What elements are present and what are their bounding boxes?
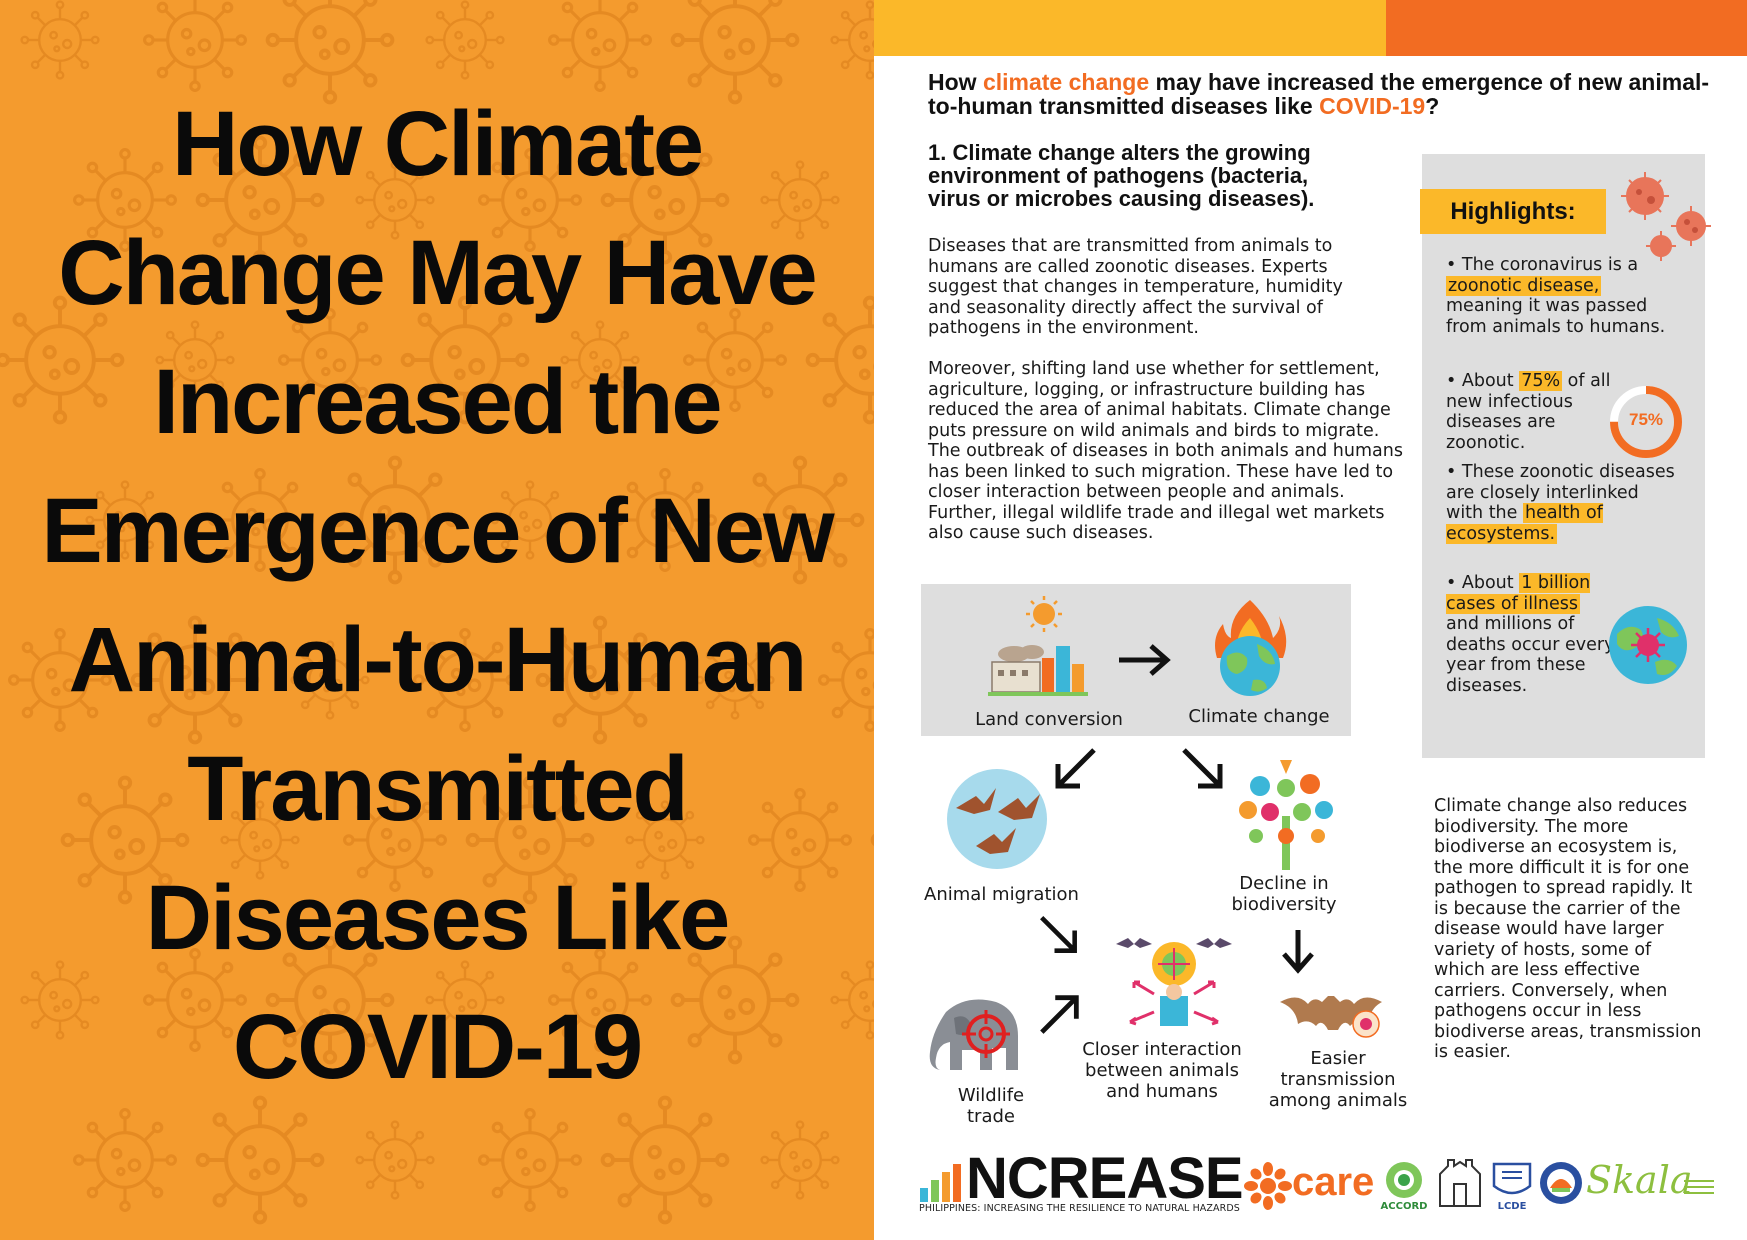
- virus-pattern-icon: [425, 0, 505, 80]
- highlight-ecosystems: • These zoonotic diseases are closely in…: [1446, 462, 1676, 544]
- increase-logo-subtitle: PHILIPPINES: INCREASING THE RESILIENCE T…: [919, 1203, 1240, 1214]
- highlight-text: and millions of deaths occur every year …: [1446, 614, 1615, 696]
- highlight-marked: zoonotic disease,: [1446, 275, 1602, 296]
- skala-logo-text: Skala: [1586, 1158, 1693, 1202]
- migrating-birds-icon: [947, 769, 1047, 869]
- label-closer-interaction: Closer interaction between animals and h…: [1082, 1039, 1242, 1102]
- highlight-text: • The coronavirus is a: [1446, 255, 1639, 275]
- highlights-label: Highlights:: [1420, 189, 1606, 234]
- highlight-text: • About: [1446, 371, 1520, 391]
- care-logo-icon: [1244, 1162, 1292, 1210]
- increase-bars-logo-icon: [920, 1164, 961, 1202]
- label-land-conversion: Land conversion: [975, 709, 1123, 730]
- arrow-down-icon: [1282, 930, 1314, 974]
- burning-globe-icon: [1215, 600, 1287, 696]
- accord-logo-text: ACCORD: [1380, 1201, 1428, 1212]
- lcde-logo-icon: [1492, 1162, 1532, 1195]
- label-wildlife-trade: Wildlife trade: [957, 1085, 1025, 1127]
- title-line: How Climate: [171, 93, 704, 195]
- top-bar-orange: [1386, 0, 1747, 56]
- virus-pattern-icon: [195, 1095, 325, 1225]
- heading-text: ?: [1425, 93, 1440, 119]
- top-bar-yellow: [874, 0, 1386, 56]
- org-seal-logo-icon: [1540, 1162, 1582, 1204]
- highlight-75-percent: • About 75% of all new infectious diseas…: [1446, 371, 1616, 453]
- donut-label: 75%: [1628, 410, 1664, 429]
- skala-lines-icon: [1684, 1180, 1714, 1194]
- main-title: How Climate Change May Have Increased th…: [30, 80, 844, 1112]
- city-seal-logo-icon: [1439, 1159, 1481, 1207]
- human-animal-interaction-icon: [1116, 938, 1232, 1026]
- paragraph-land-use: Moreover, shifting land use whether for …: [928, 359, 1403, 543]
- heading-text: How: [928, 69, 983, 95]
- accord-logo-icon: [1386, 1162, 1422, 1198]
- care-logo-text: care: [1292, 1160, 1375, 1204]
- highlight-text: of all new infectious diseases are zoono…: [1446, 371, 1611, 453]
- label-decline-biodiversity: Decline in biodiversity: [1231, 873, 1337, 915]
- arrow-down-right-icon: [1182, 748, 1223, 789]
- virus-pattern-icon: [548, 0, 652, 92]
- title-line: Change May Have: [58, 222, 817, 324]
- title-line: Animal-to-Human: [68, 609, 808, 711]
- arrow-up-right-icon: [1040, 995, 1079, 1034]
- title-line: Transmitted: [187, 738, 688, 840]
- factory-sun-icon: [988, 596, 1088, 696]
- arrow-down-right-icon: [1040, 916, 1077, 953]
- virus-pattern-icon: [143, 0, 247, 92]
- highlight-marked: 75%: [1519, 371, 1563, 391]
- highlight-text: • These zoonotic diseases are closely in…: [1446, 462, 1675, 523]
- virus-cluster-icon: [1621, 172, 1711, 261]
- increase-logo-text: NCREASE: [966, 1146, 1244, 1211]
- virus-pattern-icon: [20, 0, 100, 80]
- label-climate-change: Climate change: [1188, 706, 1330, 727]
- virus-pattern-icon: [355, 1120, 435, 1200]
- virus-pattern-icon: [478, 1108, 582, 1212]
- elephant-target-icon: [929, 999, 1018, 1070]
- virus-pattern-icon: [760, 1120, 840, 1200]
- virus-pattern-icon: [600, 1095, 730, 1225]
- title-panel: How Climate Change May Have Increased th…: [0, 0, 874, 1240]
- virus-pattern-icon: [73, 1108, 177, 1212]
- donut-75-percent: [1610, 386, 1682, 458]
- label-animal-migration: Animal migration: [924, 884, 1079, 905]
- infographic-heading: How climate change may have increased th…: [928, 70, 1728, 118]
- arrow-down-left-icon: [1055, 748, 1096, 789]
- virus-pattern-icon: [830, 0, 874, 80]
- lcde-logo-text: LCDE: [1497, 1201, 1527, 1212]
- biodiversity-tree-icon: [1239, 760, 1333, 870]
- highlight-text: meaning it was passed from animals to hu…: [1446, 296, 1666, 337]
- heading-text: may have increased the emergence of new …: [928, 69, 1710, 119]
- title-line: Emergence of New: [41, 480, 834, 582]
- label-easier-transmission: Easier transmission among animals: [1268, 1048, 1408, 1111]
- heading-highlight: COVID-19: [1319, 93, 1426, 119]
- title-line: Increased the: [153, 351, 722, 453]
- paragraph-zoonotic: Diseases that are transmitted from anima…: [928, 236, 1343, 338]
- title-line: COVID-19: [232, 996, 643, 1098]
- globe-virus-icon: [1609, 606, 1687, 684]
- title-line: Diseases Like: [145, 867, 731, 969]
- paragraph-biodiversity: Climate change also reduces biodiversity…: [1434, 796, 1702, 1062]
- infographic-panel: How climate change may have increased th…: [874, 0, 1747, 1240]
- highlight-coronavirus: • The coronavirus is a zoonotic disease,…: [1446, 255, 1666, 337]
- highlight-text: • About: [1446, 573, 1520, 593]
- heading-highlight: climate change: [982, 69, 1150, 95]
- highlight-1-billion: • About 1 billion cases of illness and m…: [1446, 573, 1616, 696]
- arrow-right-icon: [1119, 644, 1171, 676]
- section-title: 1. Climate change alters the growing env…: [928, 140, 1315, 211]
- bat-virus-icon: [1280, 996, 1382, 1038]
